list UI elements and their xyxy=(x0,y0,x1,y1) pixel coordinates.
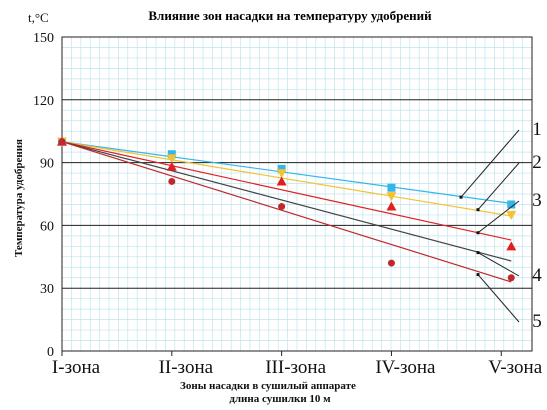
callout-leader xyxy=(477,162,520,211)
x-axis: I-зона II-зона III-зона IV-зона V-зона xyxy=(52,351,543,378)
callout-anchor-point xyxy=(476,251,480,255)
callout-label: 1 xyxy=(532,119,542,140)
x-tick-label: III-зона xyxy=(265,357,326,378)
x-tick-label: I-зона xyxy=(52,357,101,378)
callout-label: 4 xyxy=(532,265,542,286)
series-4-trend-line xyxy=(61,141,512,262)
x-tick-label: IV-зона xyxy=(375,357,436,378)
series-3-point xyxy=(166,161,177,171)
callout-leader xyxy=(477,252,520,277)
series-5-point xyxy=(278,203,286,211)
callouts: 1 2 3 4 5 xyxy=(459,119,542,332)
series-2-point xyxy=(276,169,287,179)
callout-anchor-point xyxy=(476,231,480,235)
y-axis-label: Температура удобрения xyxy=(13,139,25,257)
grid xyxy=(61,36,533,352)
callout-leader xyxy=(460,129,520,198)
y-tick-label: 0 xyxy=(47,345,54,360)
trend-lines xyxy=(61,141,512,283)
x-axis-label-line2: длина сушилки 10 м xyxy=(229,393,331,405)
callout-leader xyxy=(477,200,520,234)
series-1-trend-line xyxy=(61,141,512,205)
series-3-point xyxy=(506,241,517,251)
y-tick-label: 60 xyxy=(40,219,54,234)
series-5-point xyxy=(507,274,515,282)
callout-leader xyxy=(477,274,520,323)
series-1-point xyxy=(167,150,176,159)
plot-frame xyxy=(61,36,533,352)
series-2-point xyxy=(386,192,397,202)
data-markers xyxy=(57,136,517,282)
series-1-point xyxy=(507,200,516,209)
series-5-point xyxy=(58,138,66,146)
series-5-point xyxy=(387,259,395,267)
x-tick-label: II-зона xyxy=(159,357,214,378)
callout-label: 5 xyxy=(532,311,542,332)
callout-label: 2 xyxy=(532,152,542,173)
x-axis-label-line1: Зоны насадки в сушилый аппарате xyxy=(180,380,356,392)
y-tick-label: 30 xyxy=(40,282,54,297)
series-1-point xyxy=(387,183,396,192)
series-2-point xyxy=(166,154,177,164)
plot-border xyxy=(61,36,533,352)
y-unit: t,°C xyxy=(28,10,49,25)
series-3-point xyxy=(276,176,287,186)
y-axis: 0 30 60 90 120 150 xyxy=(33,31,54,360)
callout-label: 3 xyxy=(532,190,542,211)
series-5-point xyxy=(168,177,176,185)
series-5-trend-line xyxy=(61,141,512,283)
series-3-trend-line xyxy=(61,141,512,241)
y-tick-label: 120 xyxy=(33,94,54,109)
callout-anchor-point xyxy=(476,208,480,212)
callout-anchor-point xyxy=(459,195,463,199)
series-3-point xyxy=(386,201,397,211)
callout-anchor-point xyxy=(476,273,480,277)
y-tick-label: 90 xyxy=(40,157,54,172)
series-1-point xyxy=(277,164,286,173)
series-2-point xyxy=(506,210,517,220)
chart-title: Влияние зон насадки на температуру удобр… xyxy=(148,8,432,23)
series-2-trend-line xyxy=(61,141,512,217)
y-tick-label: 150 xyxy=(33,31,54,46)
x-tick-label: V-зона xyxy=(488,357,542,378)
